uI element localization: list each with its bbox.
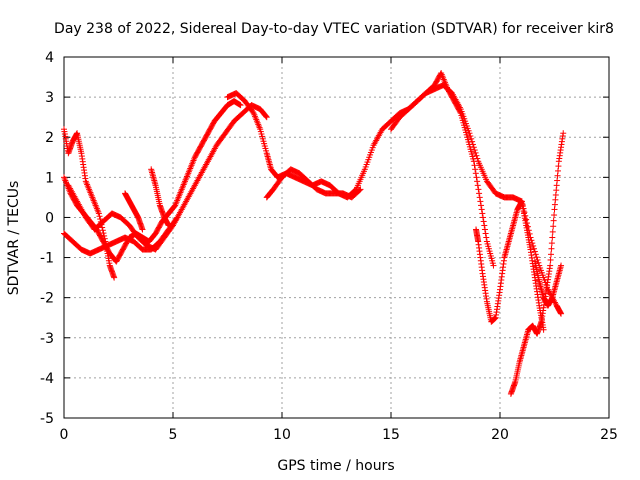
data-point xyxy=(472,170,479,177)
data-point xyxy=(479,210,486,217)
data-point xyxy=(558,262,565,269)
x-tick-label: 0 xyxy=(60,427,69,443)
data-point xyxy=(550,217,557,224)
data-point xyxy=(111,274,118,281)
data-point xyxy=(467,133,474,140)
y-tick-label: -2 xyxy=(40,291,54,307)
data-point xyxy=(473,152,480,159)
x-tick-label: 10 xyxy=(273,427,291,443)
x-tick-label: 20 xyxy=(491,427,509,443)
data-point xyxy=(99,227,106,234)
y-axis: -5 -4 -3 -2 -1 0 1 2 3 4 xyxy=(40,50,609,427)
data-point xyxy=(479,214,486,221)
y-tick-label: -1 xyxy=(40,251,54,267)
data-point xyxy=(531,248,538,255)
data-point xyxy=(558,310,565,317)
data-points xyxy=(61,70,567,397)
series-trace-5 xyxy=(122,190,146,233)
y-tick-label: 1 xyxy=(45,170,54,186)
data-point xyxy=(531,245,538,252)
data-point xyxy=(483,234,490,241)
data-point xyxy=(474,182,481,189)
data-point xyxy=(548,251,555,258)
data-point xyxy=(100,230,107,237)
y-axis-label: SDTVAR / TECUs xyxy=(6,181,22,296)
data-point xyxy=(96,213,103,220)
series-trace-8 xyxy=(263,166,364,201)
x-tick-label: 25 xyxy=(600,427,618,443)
x-axis: 0 5 10 15 20 25 xyxy=(60,57,618,443)
data-point xyxy=(139,226,146,233)
data-point xyxy=(547,256,554,263)
data-point xyxy=(535,259,542,266)
data-point xyxy=(490,262,497,269)
data-point xyxy=(478,206,485,213)
x-axis-label: GPS time / hours xyxy=(277,458,394,474)
data-point xyxy=(560,130,567,137)
data-point xyxy=(530,242,537,249)
x-tick-label: 15 xyxy=(382,427,400,443)
data-point xyxy=(481,226,488,233)
data-point xyxy=(471,147,478,154)
series-trace-7 xyxy=(224,82,565,317)
x-tick-label: 5 xyxy=(169,427,178,443)
series-trace-4 xyxy=(65,102,270,253)
y-tick-label: 4 xyxy=(45,50,54,66)
data-point xyxy=(551,212,558,219)
data-point xyxy=(548,245,555,252)
data-point xyxy=(468,135,475,142)
data-point xyxy=(533,254,540,261)
data-point xyxy=(481,222,488,229)
data-point xyxy=(472,149,479,156)
data-point xyxy=(471,162,478,169)
data-point xyxy=(549,234,556,241)
data-point xyxy=(548,240,555,247)
series-trace-9 xyxy=(388,70,497,269)
chart-title: Day 238 of 2022, Sidereal Day-to-day VTE… xyxy=(54,21,614,37)
data-point xyxy=(472,166,479,173)
data-point xyxy=(482,230,489,237)
plot-frame xyxy=(63,56,610,419)
data-point xyxy=(237,102,244,109)
data-point xyxy=(95,210,102,217)
y-tick-label: 0 xyxy=(45,210,54,226)
data-point xyxy=(101,235,108,242)
data-point xyxy=(475,186,482,193)
data-point xyxy=(263,114,270,121)
data-point xyxy=(356,187,363,194)
y-tick-label: 3 xyxy=(45,90,54,106)
data-point xyxy=(547,262,554,269)
data-point xyxy=(263,113,270,120)
series-trace-6 xyxy=(148,166,172,229)
series-trace-11 xyxy=(507,130,567,397)
y-tick-label: -5 xyxy=(40,411,54,427)
data-point xyxy=(165,222,172,229)
y-tick-label: -4 xyxy=(40,371,54,387)
y-tick-label: -3 xyxy=(40,331,54,347)
data-point xyxy=(473,174,480,181)
data-point xyxy=(470,158,477,165)
data-point xyxy=(480,218,487,225)
data-point xyxy=(476,194,483,201)
data-point xyxy=(457,108,464,115)
series-trace-12 xyxy=(531,258,565,309)
data-point xyxy=(477,198,484,205)
series-trace-10 xyxy=(473,198,547,333)
data-point xyxy=(101,232,108,239)
data-point xyxy=(476,190,483,197)
data-point xyxy=(532,251,539,258)
data-point xyxy=(474,178,481,185)
y-tick-label: 2 xyxy=(45,130,54,146)
data-point xyxy=(549,228,556,235)
series-trace-2 xyxy=(61,126,118,281)
data-point xyxy=(550,223,557,230)
data-point xyxy=(540,326,547,333)
data-point xyxy=(478,202,485,209)
data-point xyxy=(357,186,364,193)
